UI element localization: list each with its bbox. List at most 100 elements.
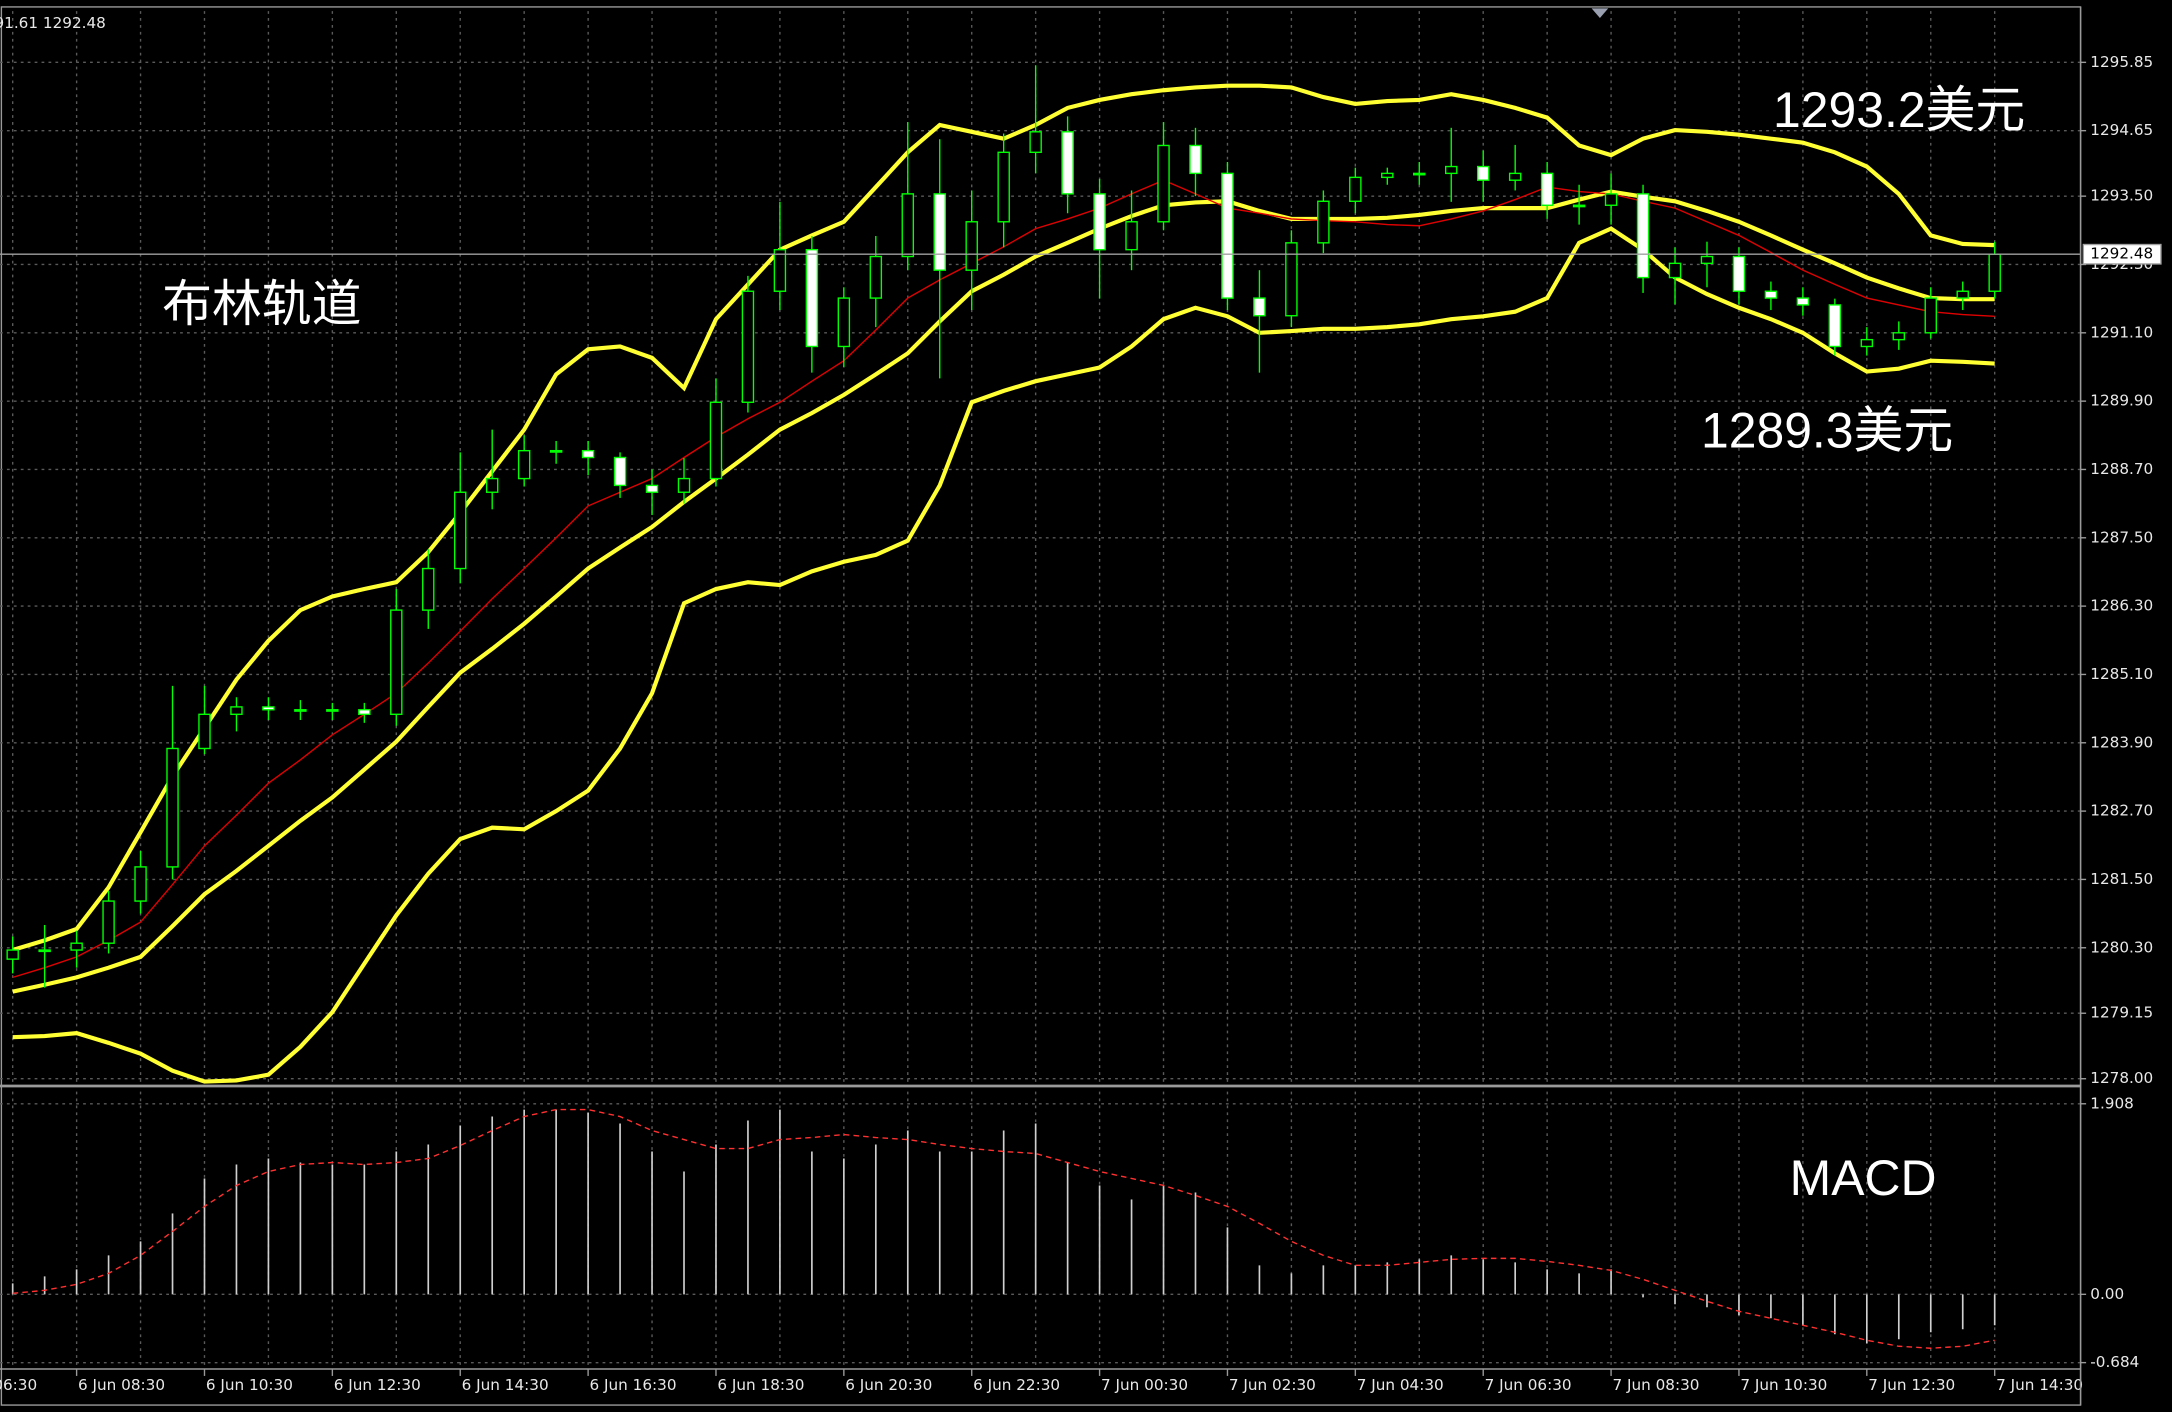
candle-body — [1189, 144, 1202, 175]
candle-body — [741, 290, 755, 403]
x-tick-label: 6 Jun 10:30 — [206, 1376, 293, 1394]
x-tick-label: 6 Jun 22:30 — [973, 1376, 1060, 1394]
candle-body — [1988, 253, 2001, 292]
candle-body — [869, 255, 883, 299]
candle-body — [1924, 297, 1937, 334]
candle-body — [773, 248, 787, 292]
candle-body — [1381, 172, 1394, 179]
y-tick-label: 1287.50 — [2090, 528, 2153, 546]
candle-body — [1029, 131, 1042, 154]
candle-body — [1317, 200, 1330, 244]
candle-body — [1221, 172, 1234, 299]
candle-body — [997, 151, 1010, 223]
candle-body — [454, 491, 467, 570]
candle-body — [933, 193, 946, 271]
x-tick-label: 7 Jun 06:30 — [1485, 1376, 1572, 1394]
candle-body — [1892, 332, 1906, 341]
candle-body — [390, 609, 403, 715]
x-tick-label: 6 Jun 06:30 — [0, 1376, 37, 1394]
candle-body — [1956, 290, 1969, 299]
x-tick-label: 7 Jun 12:30 — [1868, 1376, 1955, 1394]
candle-body — [1604, 193, 1618, 206]
candle-body — [326, 709, 339, 712]
candle-body — [1445, 165, 1458, 175]
candle-body — [677, 477, 691, 493]
candle-body — [965, 221, 978, 271]
candle-body — [805, 248, 819, 348]
candle-body — [262, 706, 275, 711]
annotation: 布林轨道 — [162, 276, 361, 332]
y-tick-label: 1289.90 — [2090, 392, 2153, 410]
candle-body — [166, 747, 179, 868]
candle-body — [1349, 176, 1362, 202]
grid — [0, 11, 2081, 1367]
y-tick-label: 1286.30 — [2090, 597, 2153, 615]
candle-body — [102, 900, 115, 944]
candle-body — [1285, 242, 1298, 317]
y-tick-label: 1294.65 — [2090, 121, 2153, 139]
candle-body — [837, 297, 851, 348]
candle-body — [709, 401, 723, 480]
candle-body — [422, 567, 435, 611]
y-tick-label: 1282.70 — [2090, 802, 2153, 820]
plot-area — [0, 65, 2081, 1349]
candle-body — [70, 942, 83, 951]
header-info: 91.61 1292.48 — [0, 14, 106, 32]
candle-body — [517, 449, 531, 480]
y-tick-label: 1295.85 — [2090, 53, 2153, 71]
current-price-box — [2082, 243, 2162, 265]
pane-title: MACD — [1790, 1150, 1937, 1206]
current-price-label: 1292.48 — [2090, 245, 2153, 263]
candle-body — [645, 484, 659, 493]
candle-body — [581, 449, 595, 459]
indicator-line — [12, 226, 1995, 1084]
shift-marker — [1591, 8, 1609, 19]
candle-body — [198, 713, 211, 750]
x-tick-label: 7 Jun 10:30 — [1740, 1376, 1827, 1394]
indicator-line — [12, 189, 1995, 994]
y-tick-label: 1283.90 — [2090, 733, 2153, 751]
axes: 6 Jun 06:30 6 Jun 08:30 6 Jun 10:30 6 Jun 1… — [0, 6, 2162, 1406]
y-tick-label: 1279.15 — [2090, 1004, 2153, 1022]
x-tick-label: 7 Jun 08:30 — [1612, 1376, 1699, 1394]
y-tick-label: 1293.50 — [2090, 187, 2153, 205]
candle-body — [1572, 204, 1586, 208]
candle-body — [549, 449, 563, 453]
x-tick-label: 6 Jun 14:30 — [462, 1376, 549, 1394]
candle-body — [1157, 144, 1170, 223]
candle-body — [1764, 290, 1778, 299]
candle-body — [1476, 165, 1490, 181]
x-tick-label: 7 Jun 14:30 — [1996, 1376, 2083, 1394]
annotation: 1289.3美元 — [1701, 402, 1953, 458]
x-tick-label: 6 Jun 20:30 — [845, 1376, 932, 1394]
y-tick-label: 1288.70 — [2090, 460, 2153, 478]
y-tick-label: -0.684 — [2090, 1353, 2139, 1371]
candle-body — [485, 477, 499, 493]
y-tick-label: 1281.50 — [2090, 870, 2153, 888]
y-tick-label: 1.908 — [2090, 1094, 2134, 1112]
candle-body — [358, 709, 371, 715]
x-tick-label: 6 Jun 16:30 — [589, 1376, 676, 1394]
x-tick-label: 7 Jun 02:30 — [1229, 1376, 1316, 1394]
x-tick-label: 6 Jun 12:30 — [334, 1376, 421, 1394]
candle-body — [1732, 255, 1746, 292]
x-tick-label: 7 Jun 00:30 — [1101, 1376, 1188, 1394]
y-tick-label: 0.00 — [2090, 1285, 2124, 1303]
x-tick-label: 7 Jun 04:30 — [1357, 1376, 1444, 1394]
candle-body — [1700, 255, 1714, 265]
y-tick-label: 1291.10 — [2090, 323, 2153, 341]
candle-body — [1796, 297, 1810, 306]
candle-body — [901, 193, 915, 258]
x-tick-label: 6 Jun 18:30 — [717, 1376, 804, 1394]
candle-body — [1636, 193, 1650, 279]
candle-body — [294, 709, 307, 712]
candle-body — [1508, 172, 1522, 181]
candle-body — [1540, 172, 1554, 206]
candle-body — [1061, 131, 1074, 195]
candle-body — [613, 456, 627, 487]
candle-body — [230, 706, 243, 715]
annotation: 1293.2美元 — [1773, 82, 2025, 138]
y-tick-label: 1285.10 — [2090, 665, 2153, 683]
candle-body — [1828, 304, 1842, 348]
candle-body — [1125, 221, 1138, 251]
